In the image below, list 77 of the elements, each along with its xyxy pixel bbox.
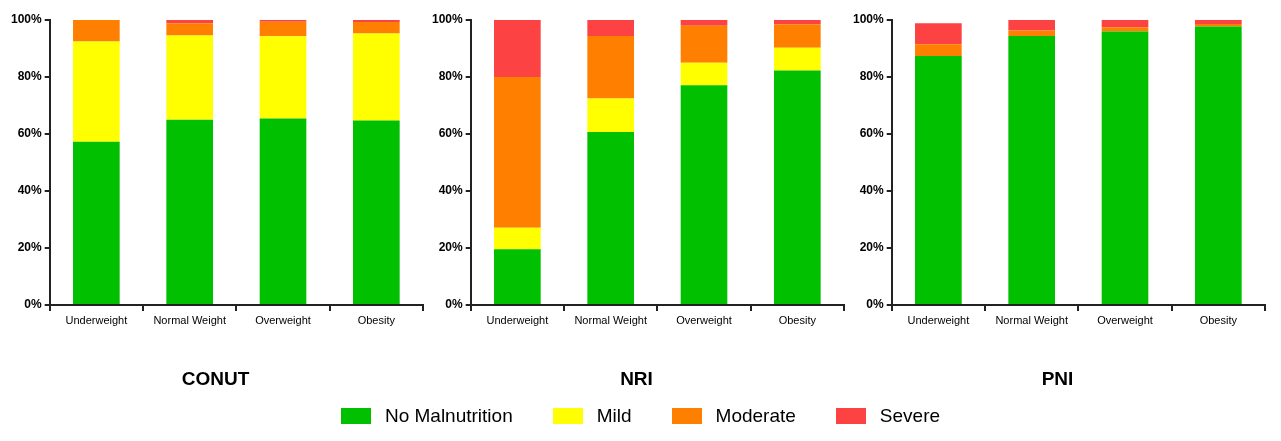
bar bbox=[166, 35, 214, 120]
y-tick-label: 60% bbox=[17, 126, 43, 141]
bar bbox=[915, 23, 962, 45]
legend-label: Severe bbox=[879, 405, 941, 427]
bar bbox=[1008, 20, 1056, 31]
x-tick-label: Normal Weight bbox=[574, 313, 647, 326]
x-tick-label: Obesity bbox=[778, 313, 817, 326]
bar bbox=[1195, 20, 1242, 24]
bar bbox=[73, 141, 120, 304]
bar bbox=[1008, 35, 1056, 304]
x-tick-label: Overweight bbox=[676, 313, 732, 326]
bar bbox=[353, 120, 400, 304]
y-tick-label: 60% bbox=[438, 126, 464, 141]
bar bbox=[166, 23, 214, 36]
y-tick-label: 40% bbox=[438, 183, 464, 198]
legend-label: No Malnutrition bbox=[384, 405, 513, 427]
bar bbox=[680, 62, 728, 86]
y-tick-label: 20% bbox=[438, 240, 464, 255]
y-tick-label: 20% bbox=[859, 240, 885, 255]
bar bbox=[259, 21, 307, 37]
bar bbox=[774, 47, 821, 71]
bar bbox=[1101, 31, 1149, 304]
x-tick-label: Obesity bbox=[357, 313, 396, 326]
bar bbox=[587, 35, 635, 99]
bar bbox=[774, 70, 821, 304]
x-tick-label: Underweight bbox=[907, 313, 970, 326]
text: CONUT bbox=[181, 367, 250, 389]
bar bbox=[259, 118, 307, 304]
y-tick-label: 80% bbox=[17, 69, 43, 84]
bar bbox=[1101, 27, 1149, 32]
bar bbox=[1195, 26, 1242, 304]
y-tick-label: 60% bbox=[859, 126, 885, 141]
bar bbox=[587, 20, 635, 36]
y-tick-label: 80% bbox=[859, 69, 885, 84]
bar bbox=[587, 132, 635, 304]
y-tick-label: 40% bbox=[859, 183, 885, 198]
text: PNI bbox=[1041, 367, 1074, 389]
legend-label: Mild bbox=[596, 405, 632, 427]
bar bbox=[494, 249, 541, 304]
x-tick-label: Underweight bbox=[65, 313, 128, 326]
x-tick-label: Normal Weight bbox=[153, 313, 226, 326]
bar bbox=[494, 20, 541, 77]
y-tick-label: 100% bbox=[10, 12, 43, 27]
y-tick-label: 80% bbox=[438, 69, 464, 84]
bar bbox=[680, 20, 728, 26]
y-tick-label: 100% bbox=[852, 12, 885, 27]
bar bbox=[587, 98, 635, 133]
bar bbox=[680, 25, 728, 63]
bar bbox=[73, 20, 120, 42]
bar bbox=[774, 20, 821, 25]
y-tick-label: 20% bbox=[17, 240, 43, 255]
bar bbox=[915, 44, 962, 56]
bar bbox=[1008, 30, 1056, 36]
bar bbox=[166, 119, 214, 304]
bar bbox=[494, 77, 541, 228]
x-tick-label: Overweight bbox=[255, 313, 311, 326]
bar bbox=[915, 55, 962, 304]
x-tick-label: Underweight bbox=[486, 313, 549, 326]
bar bbox=[259, 36, 307, 119]
y-tick-label: 0% bbox=[445, 297, 464, 312]
bar bbox=[680, 85, 728, 304]
bar bbox=[353, 33, 400, 121]
bar bbox=[1101, 20, 1149, 28]
x-tick-label: Obesity bbox=[1199, 313, 1238, 326]
legend-label: Moderate bbox=[715, 405, 796, 427]
x-tick-label: Overweight bbox=[1097, 313, 1153, 326]
y-tick-label: 0% bbox=[24, 297, 43, 312]
x-tick-label: Normal Weight bbox=[995, 313, 1068, 326]
y-tick-label: 100% bbox=[431, 12, 464, 27]
y-tick-label: 0% bbox=[866, 297, 885, 312]
bar bbox=[774, 24, 821, 48]
text: NRI bbox=[620, 367, 653, 389]
bar bbox=[166, 20, 214, 24]
bar bbox=[73, 41, 120, 142]
bar bbox=[353, 21, 400, 34]
y-tick-label: 40% bbox=[17, 183, 43, 198]
bar bbox=[494, 227, 541, 250]
